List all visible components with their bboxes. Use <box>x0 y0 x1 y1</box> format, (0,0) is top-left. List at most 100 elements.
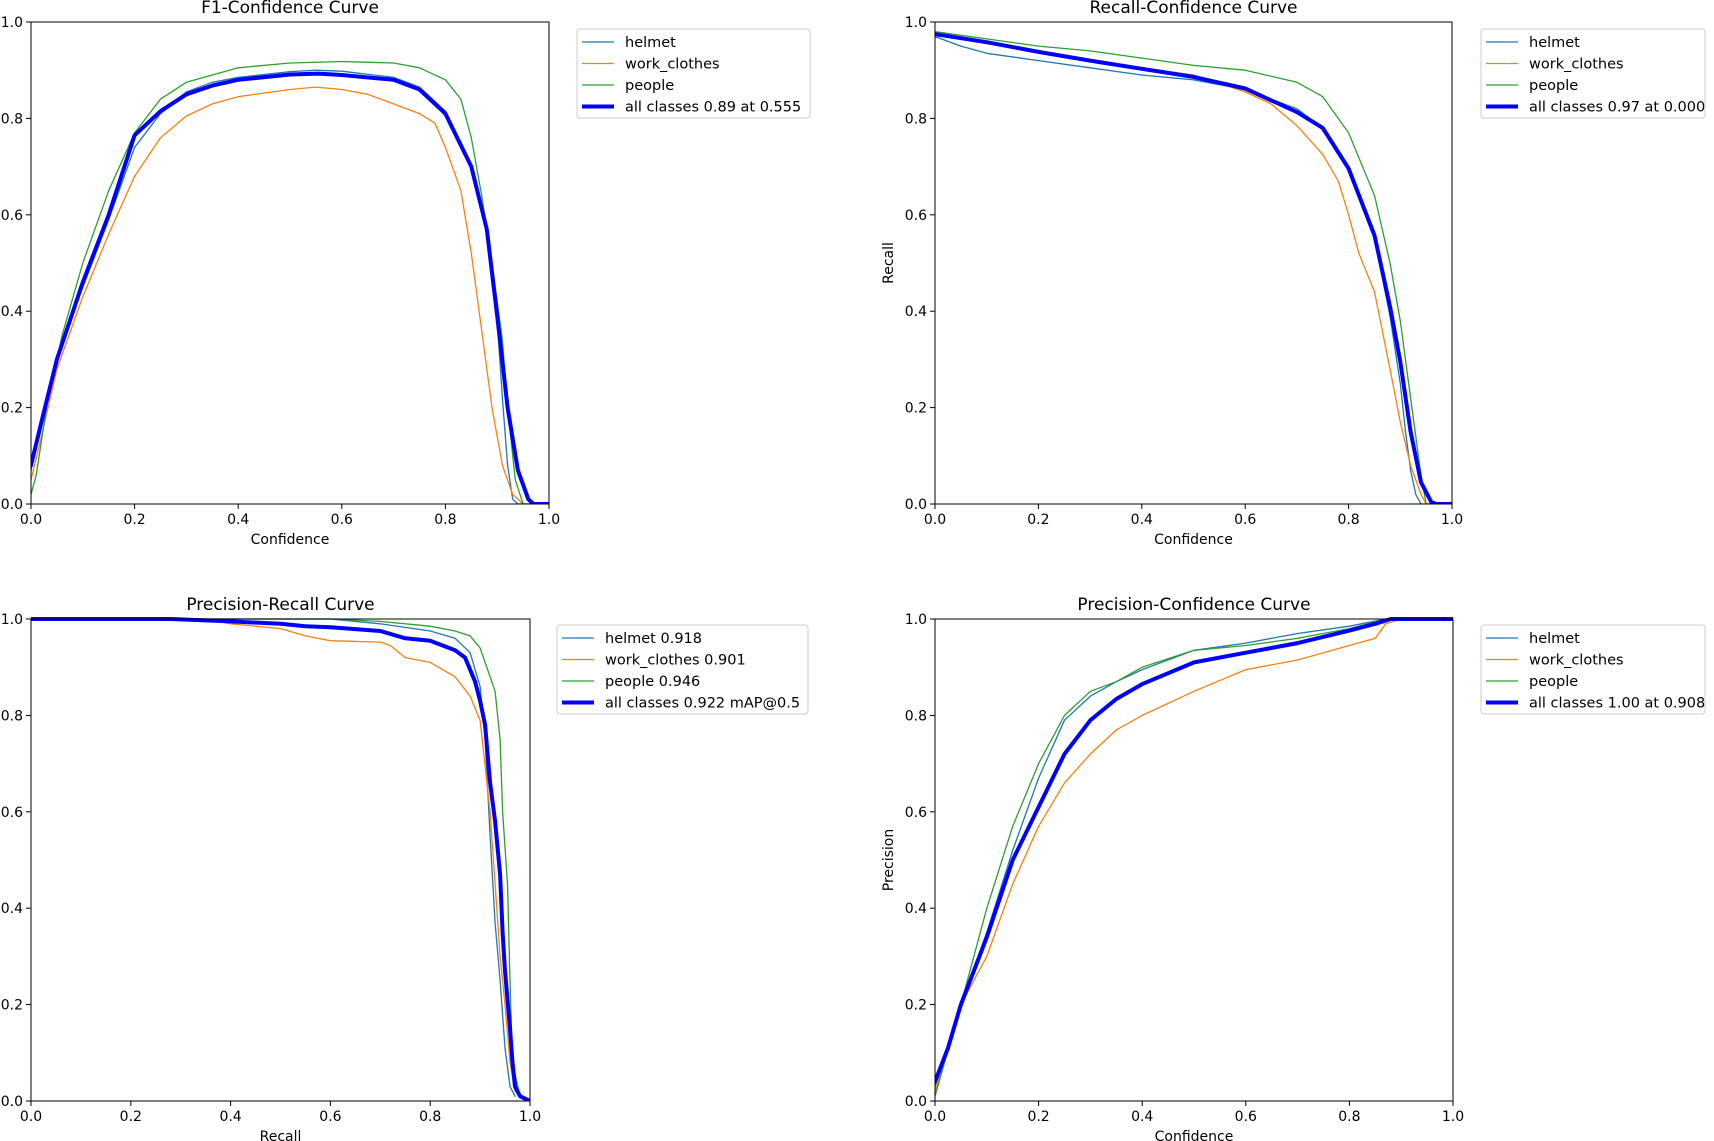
x-tick-label: 0.4 <box>227 512 249 528</box>
series-line-work_clothes <box>31 618 516 1093</box>
legend-label: all classes 1.00 at 0.908 <box>1529 696 1705 712</box>
legend-label: work_clothes <box>1529 653 1624 669</box>
y-tick-label: 1.0 <box>905 612 927 628</box>
y-tick-label: 0.4 <box>1 304 23 320</box>
legend-label: people <box>1529 78 1578 94</box>
y-tick-label: 0.2 <box>905 998 927 1014</box>
legend-label: work_clothes <box>1529 57 1624 73</box>
y-tick-label: 0.0 <box>1 1094 23 1110</box>
legend-label: all classes 0.922 mAP@0.5 <box>605 696 800 712</box>
x-tick-label: 0.6 <box>319 1109 341 1125</box>
y-tick-label: 0.6 <box>905 208 927 224</box>
subplot-pr: 0.0 0.2 0.4 0.6 0.8 1.0 0.0 0.2 0.4 0.6 0.8 1.0 Prec… <box>1 595 809 1141</box>
legend-label: people 0.946 <box>605 674 700 690</box>
y-axis-label: Recall <box>881 242 897 284</box>
x-tick-label: 0.0 <box>20 1109 42 1125</box>
y-tick-label: 1.0 <box>1 15 23 31</box>
legend-label: people <box>625 78 674 94</box>
series-line-all <box>935 617 1453 1084</box>
x-tick-label: 0.8 <box>1337 512 1359 528</box>
subplot-precision: 0.0 0.2 0.4 0.6 0.8 1.0 0.0 0.2 0.4 0.6 0.8 1.0 Prec… <box>881 595 1706 1141</box>
axes-frame <box>30 618 531 1102</box>
x-tick-label: 1.0 <box>1442 1109 1464 1125</box>
x-tick-label: 0.2 <box>1027 1109 1049 1125</box>
x-axis-label: Confidence <box>1154 532 1233 548</box>
x-tick-label: 0.2 <box>1027 512 1049 528</box>
y-tick-label: 1.0 <box>1 612 23 628</box>
series-line-helmet <box>935 35 1452 504</box>
y-tick-label: 0.8 <box>1 111 23 127</box>
x-tick-label: 0.6 <box>1235 1109 1257 1125</box>
series-line-all <box>31 617 530 1101</box>
legend-label: all classes 0.97 at 0.000 <box>1529 100 1705 116</box>
x-tick-label: 0.8 <box>419 1109 441 1125</box>
x-tick-label: 0.2 <box>120 1109 142 1125</box>
legend-label: all classes 0.89 at 0.555 <box>625 100 801 116</box>
x-tick-label: 1.0 <box>519 1109 541 1125</box>
axes-frame <box>30 21 550 505</box>
series-line-work_clothes <box>935 33 1452 504</box>
series-line-people <box>31 618 521 1097</box>
x-tick-label: 0.8 <box>434 512 456 528</box>
subplot-recall: 0.0 0.2 0.4 0.6 0.8 1.0 0.0 0.2 0.4 0.6 0.8 1.0 Reca… <box>881 0 1706 548</box>
chart-title: F1-Confidence Curve <box>201 0 379 18</box>
x-tick-label: 0.6 <box>331 512 353 528</box>
y-tick-label: 0.4 <box>905 901 927 917</box>
legend-label: work_clothes 0.901 <box>605 653 746 669</box>
y-tick-label: 0.2 <box>905 401 927 417</box>
plot-area <box>31 60 549 504</box>
subplot-f1: 0.0 0.2 0.4 0.6 0.8 1.0 0.0 0.2 0.4 0.6 0.8 1.0 F1-C… <box>1 0 811 548</box>
legend-label: people <box>1529 674 1578 690</box>
x-tick-label: 0.6 <box>1234 512 1256 528</box>
y-axis-label: Precision <box>881 829 897 891</box>
series-line-helmet <box>935 618 1453 1088</box>
series-line-people <box>935 618 1453 1097</box>
legend-label: helmet <box>1529 631 1580 647</box>
legend-label: helmet <box>625 35 676 51</box>
axes-frame <box>934 618 1454 1102</box>
y-tick-label: 0.2 <box>1 998 23 1014</box>
series-line-work_clothes <box>31 86 549 504</box>
axes-frame <box>934 21 1453 505</box>
x-tick-label: 1.0 <box>1441 512 1463 528</box>
plot-area <box>31 617 530 1101</box>
series-line-people <box>31 60 549 504</box>
plot-area <box>935 617 1453 1097</box>
y-tick-label: 0.8 <box>1 708 23 724</box>
x-tick-label: 0.4 <box>1131 1109 1153 1125</box>
x-tick-label: 0.0 <box>20 512 42 528</box>
x-axis-label: Confidence <box>1155 1129 1234 1141</box>
series-line-all <box>31 71 549 504</box>
y-tick-label: 0.0 <box>905 1094 927 1110</box>
x-tick-label: 1.0 <box>538 512 560 528</box>
y-tick-label: 0.6 <box>905 805 927 821</box>
x-tick-label: 0.4 <box>1131 512 1153 528</box>
y-tick-label: 0.0 <box>905 497 927 513</box>
series-line-all <box>935 32 1452 504</box>
x-tick-label: 0.4 <box>219 1109 241 1125</box>
legend: helmet 0.918 work_clothes 0.901 people 0.9… <box>556 624 809 715</box>
x-tick-label: 0.8 <box>1338 1109 1360 1125</box>
legend-label: helmet <box>1529 35 1580 51</box>
y-tick-label: 0.6 <box>1 208 23 224</box>
chart-title: Recall-Confidence Curve <box>1090 0 1298 18</box>
y-tick-label: 1.0 <box>905 15 927 31</box>
y-tick-label: 0.4 <box>1 901 23 917</box>
y-tick-label: 0.2 <box>1 401 23 417</box>
y-tick-label: 0.6 <box>1 805 23 821</box>
x-axis-label: Confidence <box>251 532 330 548</box>
y-tick-label: 0.0 <box>1 497 23 513</box>
series-line-helmet <box>31 618 516 1097</box>
plot-area <box>935 30 1452 504</box>
y-tick-label: 0.8 <box>905 708 927 724</box>
y-tick-label: 0.8 <box>905 111 927 127</box>
series-line-work_clothes <box>935 618 1453 1093</box>
x-tick-label: 0.0 <box>924 512 946 528</box>
x-tick-label: 0.0 <box>924 1109 946 1125</box>
chart-title: Precision-Recall Curve <box>186 595 374 615</box>
series-line-people <box>935 30 1452 504</box>
y-tick-label: 0.4 <box>905 304 927 320</box>
